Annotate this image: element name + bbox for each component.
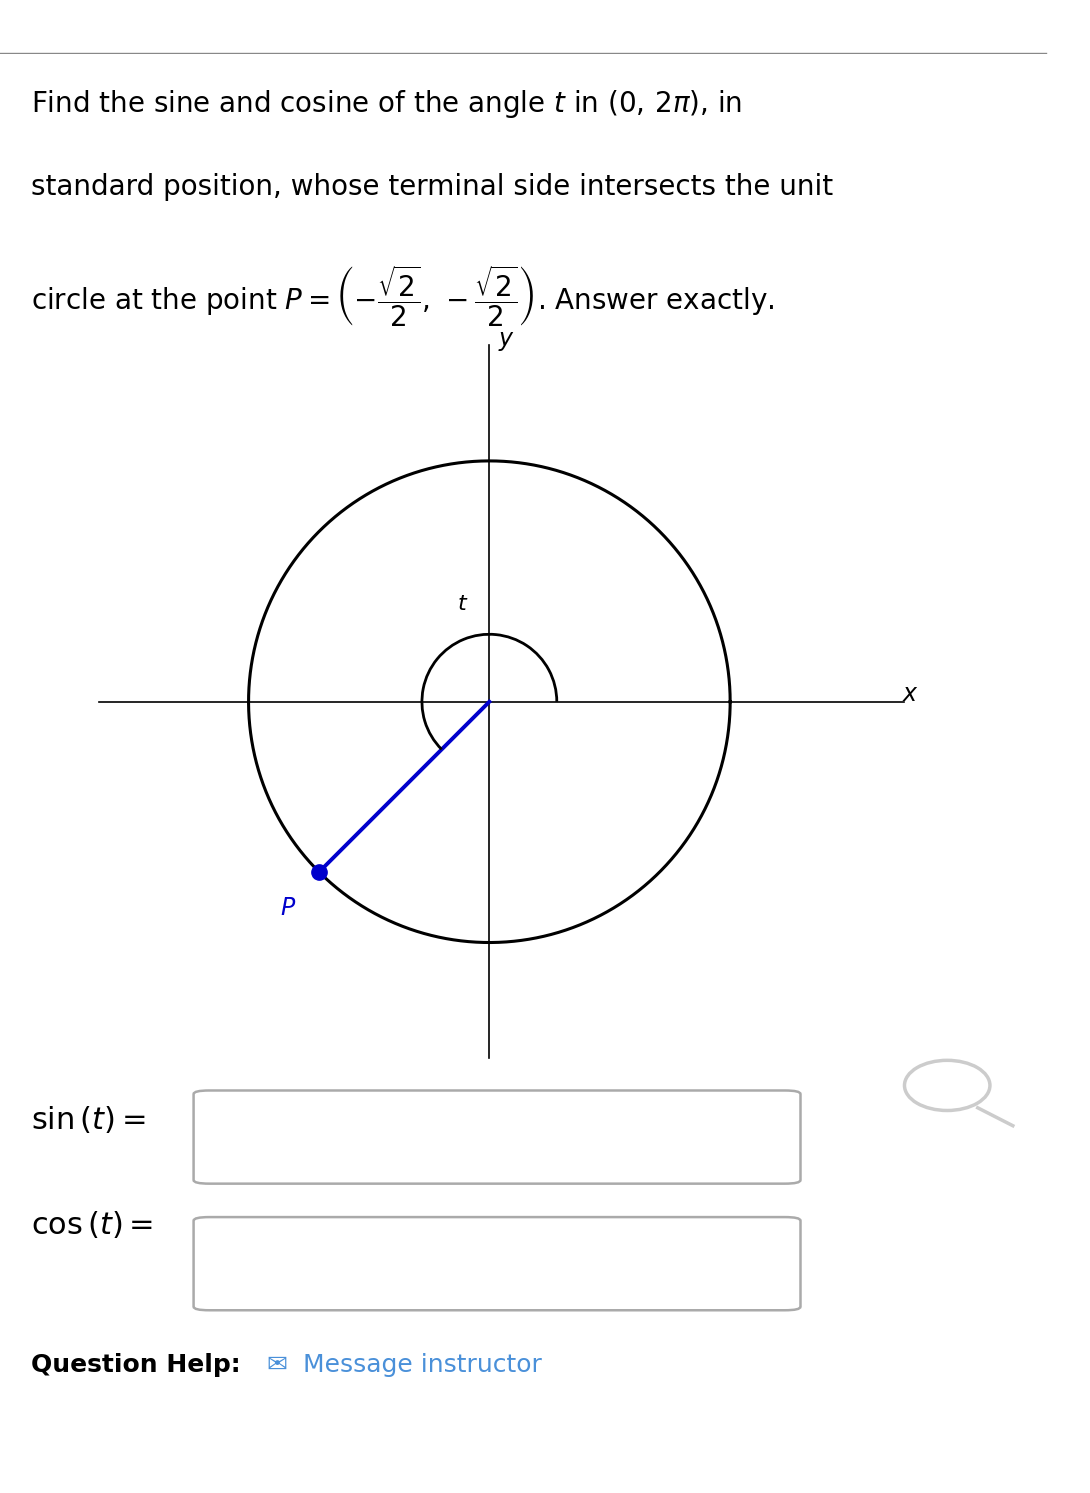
Text: $\cos\left(t\right) =$: $\cos\left(t\right) =$ (32, 1209, 154, 1239)
Text: standard position, whose terminal side intersects the unit: standard position, whose terminal side i… (32, 173, 834, 202)
Text: $y$: $y$ (498, 328, 514, 352)
Text: $x$: $x$ (903, 682, 919, 706)
Text: ✉: ✉ (267, 1353, 288, 1377)
Text: circle at the point $P = \left(-\dfrac{\sqrt{2}}{2},\,-\dfrac{\sqrt{2}}{2}\right: circle at the point $P = \left(-\dfrac{\… (32, 264, 775, 330)
Text: $t$: $t$ (458, 594, 469, 614)
Text: $\sin\left(t\right) =$: $\sin\left(t\right) =$ (32, 1103, 146, 1135)
Text: Find the sine and cosine of the angle $t$ in $(0,\, 2\pi)$, in: Find the sine and cosine of the angle $t… (32, 88, 742, 119)
Text: Message instructor: Message instructor (303, 1353, 543, 1377)
Text: $P$: $P$ (280, 896, 295, 920)
FancyBboxPatch shape (194, 1090, 800, 1184)
FancyBboxPatch shape (194, 1217, 800, 1311)
Text: Question Help:: Question Help: (32, 1353, 241, 1377)
